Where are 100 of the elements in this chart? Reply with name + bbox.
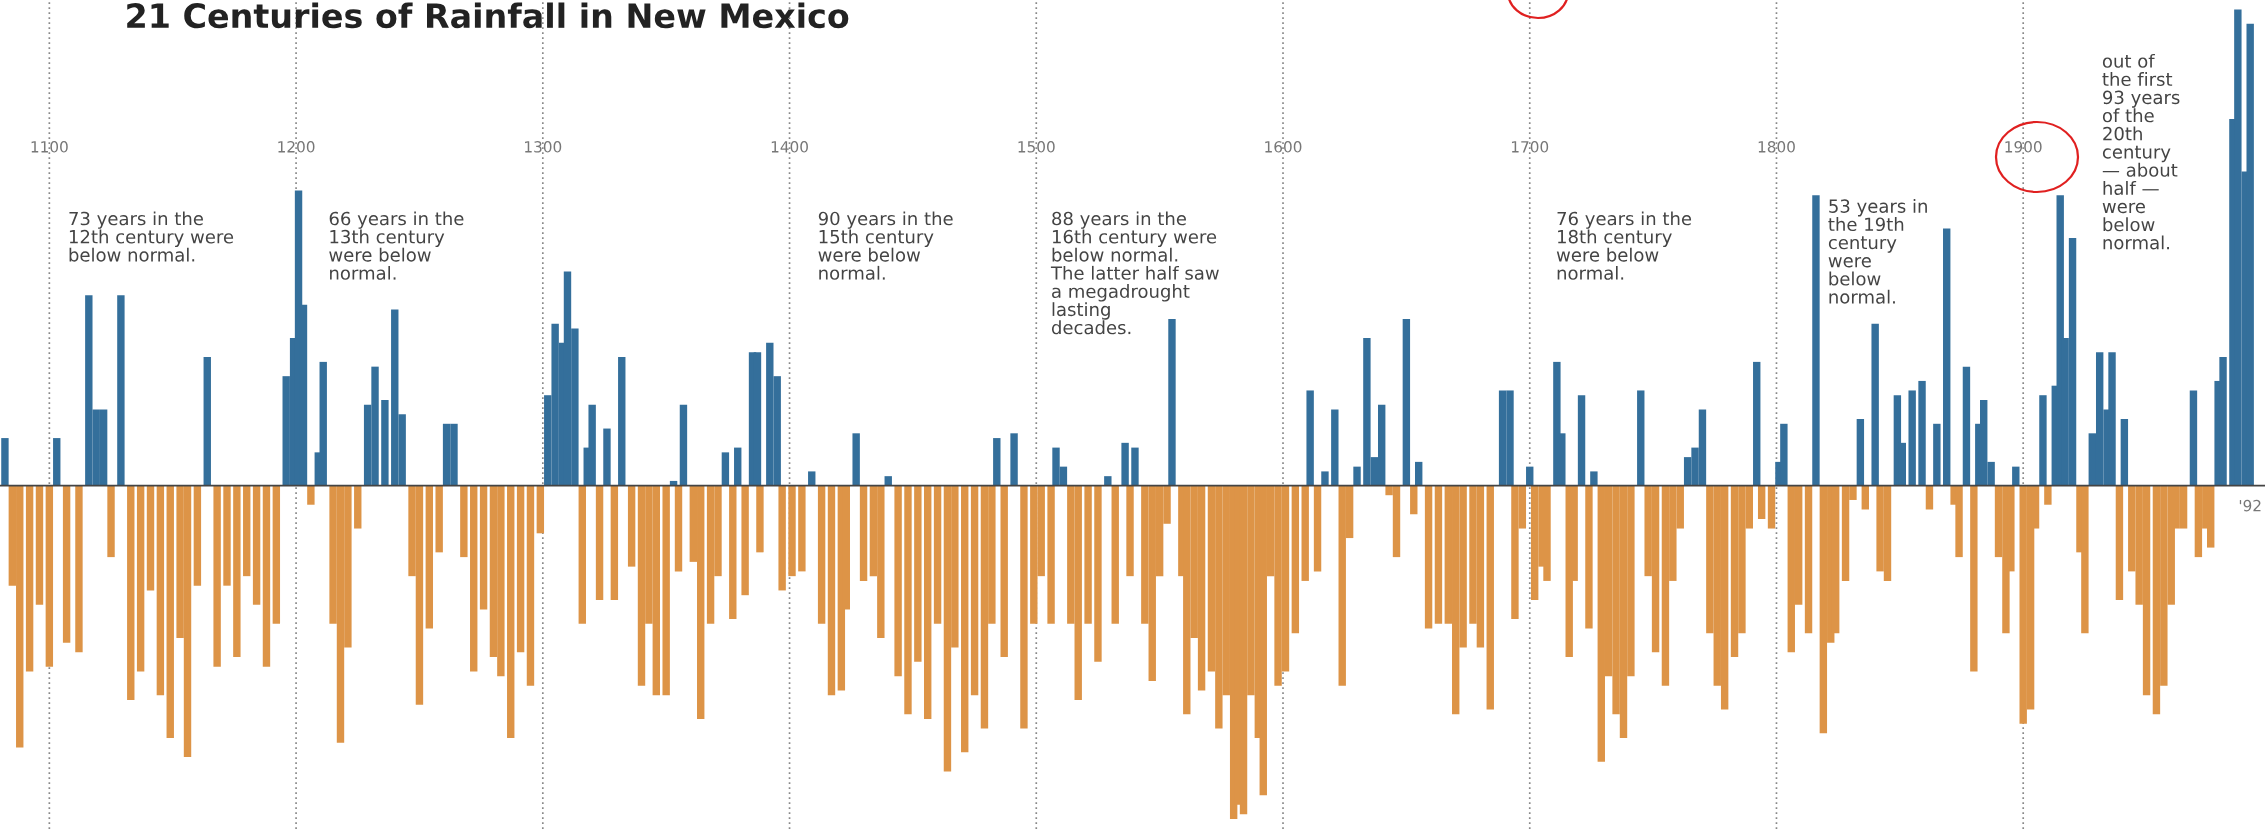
bar	[1933, 423, 1941, 486]
bar	[127, 485, 135, 700]
bar	[741, 485, 749, 596]
bar	[2246, 23, 2254, 486]
bar	[1291, 485, 1300, 634]
bar	[1306, 390, 1314, 486]
bar	[2115, 485, 2124, 600]
bar	[1084, 485, 1092, 624]
bar	[827, 485, 836, 696]
bar	[213, 485, 221, 667]
bar	[193, 485, 202, 586]
bar	[778, 485, 786, 591]
bar	[425, 485, 434, 629]
bar	[243, 485, 251, 577]
annotation: 66 years in the 13th century were below normal.	[329, 211, 464, 280]
annotation: 53 years in the 19th century were below normal.	[1828, 198, 1927, 304]
bar	[107, 485, 115, 558]
bar	[1812, 195, 1820, 486]
bar	[1313, 485, 1322, 572]
bar	[460, 485, 468, 558]
bar	[1753, 361, 1761, 486]
bar	[603, 428, 611, 486]
bar	[470, 485, 478, 672]
bar	[627, 485, 636, 567]
bar	[1918, 380, 1926, 486]
bar	[62, 485, 71, 643]
bar	[2039, 395, 2047, 486]
bar	[136, 485, 145, 672]
annotation: 88 years in the 16th century were below normal. The latter half saw a megadrought lasting decades.	[1050, 211, 1219, 335]
bar	[914, 485, 922, 662]
bar	[35, 485, 44, 605]
annotation: '92	[2239, 499, 2261, 512]
bar	[852, 433, 860, 486]
bar	[2120, 419, 2129, 486]
bar	[904, 485, 912, 715]
bar	[662, 485, 670, 696]
bar	[146, 485, 155, 591]
bar	[319, 361, 327, 486]
x-tick-label: 1200	[278, 141, 315, 153]
bar	[1121, 442, 1129, 486]
bar	[993, 438, 1001, 486]
annotation: 73 years in the 12th century were below normal.	[69, 211, 234, 262]
bar	[1168, 319, 1176, 486]
bar	[970, 485, 979, 696]
bar	[1131, 447, 1139, 486]
bar	[756, 485, 764, 553]
x-tick-label: 1100	[31, 141, 68, 153]
bar	[435, 485, 443, 553]
annotation: 90 years in the 15th century were below normal.	[818, 211, 953, 280]
bar	[679, 404, 688, 486]
bar	[1585, 485, 1593, 629]
text: out of the first 93 years of the 20th century — about half — were below normal.	[2102, 53, 2180, 250]
bar	[859, 485, 868, 581]
bar	[1104, 476, 1112, 486]
bar	[1970, 485, 1978, 672]
bar	[1908, 390, 1916, 486]
bar	[1590, 471, 1598, 486]
bar	[1962, 366, 1971, 486]
bar	[223, 485, 231, 586]
bar	[729, 485, 737, 620]
bar	[1434, 485, 1443, 624]
x-tick-label: 1300	[525, 141, 562, 153]
bar	[262, 485, 271, 667]
bar	[25, 485, 34, 672]
bar	[924, 485, 932, 720]
x-tick-label: 1400	[771, 141, 808, 153]
bar	[2044, 485, 2052, 505]
x-tick-label: 1700	[1511, 141, 1549, 153]
bar	[753, 352, 762, 486]
bar	[721, 452, 730, 486]
bar	[1757, 485, 1766, 520]
bar	[1010, 433, 1018, 486]
bar	[1094, 485, 1102, 662]
bar	[1047, 485, 1055, 624]
bar	[1020, 485, 1028, 729]
x-tick-label: 1800	[1758, 141, 1795, 153]
bar	[734, 447, 742, 486]
bar	[961, 485, 969, 753]
bar	[1577, 395, 1586, 486]
bar	[588, 404, 596, 486]
bar	[252, 485, 261, 605]
bar	[808, 471, 816, 486]
x-tick-label: 1900	[2005, 141, 2042, 153]
bar	[1402, 319, 1411, 486]
x-tick-label: 1500	[1018, 141, 1055, 153]
bar	[1637, 390, 1645, 486]
bar	[117, 295, 125, 486]
bar	[578, 485, 586, 624]
x-tick-label: 1600	[1265, 141, 1302, 153]
bar	[1804, 485, 1813, 634]
bar	[1871, 323, 1879, 486]
bar	[516, 485, 525, 653]
bar	[595, 485, 604, 600]
bar	[933, 485, 942, 624]
chart-title: 21 Centuries of Rainfall in New Mexico	[127, 2, 849, 29]
bar	[1415, 461, 1423, 486]
bar	[610, 485, 619, 600]
bar	[788, 485, 796, 577]
bar	[381, 399, 389, 486]
bar	[1353, 466, 1361, 486]
